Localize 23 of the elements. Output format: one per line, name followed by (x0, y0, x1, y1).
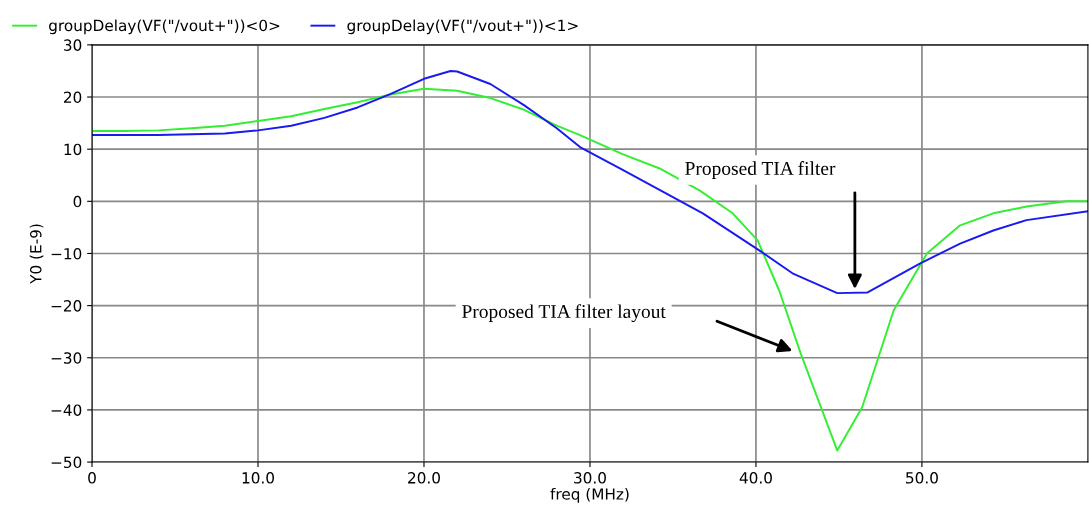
y-tick-label: 20 (63, 91, 82, 104)
y-tick-label: 0 (73, 195, 82, 208)
x-tick-label: 40.0 (739, 472, 772, 484)
x-tick-label: 20.0 (408, 472, 440, 484)
line-series (92, 87, 1088, 452)
y-tick-label: −10 (51, 247, 82, 260)
y-tick-label: 30 (64, 39, 82, 51)
legend-label: groupDelay(VF("/vout+"))<0> (49, 19, 280, 35)
annotation: Proposed TIA filter (685, 161, 836, 179)
x-tick-label: 10.0 (242, 472, 274, 484)
x-tick-label: 30.0 (574, 472, 606, 484)
y-tick-label: 10 (64, 143, 82, 156)
line-series (92, 69, 1088, 295)
y-tick-label: −50 (51, 456, 82, 469)
x-tick-label: 50.0 (906, 472, 938, 484)
x-axis-title: freq (MHz) (550, 487, 629, 503)
legend-label: groupDelay(VF("/vout+"))<1> (347, 19, 578, 35)
y-axis-title: Y0 (E-9) (29, 224, 44, 284)
y-tick-label: −20 (51, 300, 82, 312)
x-tick-label: 0 (88, 472, 96, 484)
y-tick-label: −40 (51, 404, 82, 416)
y-tick-label: −30 (51, 352, 82, 364)
annotation: Proposed TIA filter layout (462, 304, 666, 323)
